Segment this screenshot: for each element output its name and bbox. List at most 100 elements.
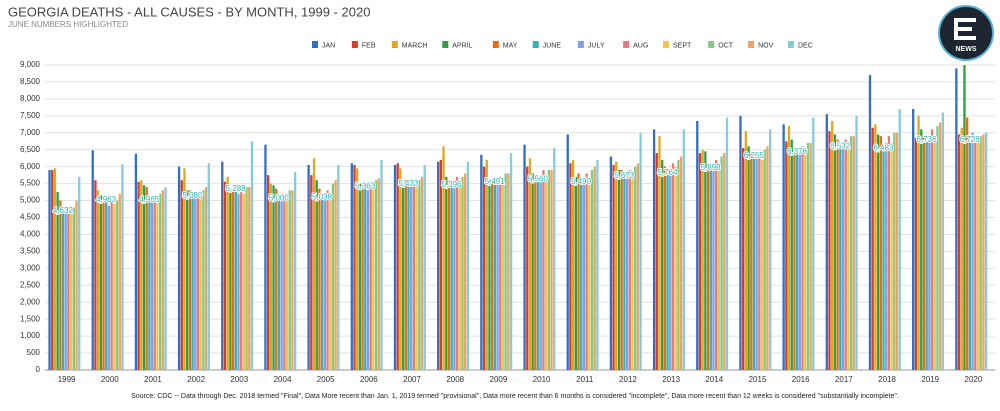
bar bbox=[966, 117, 969, 371]
bar bbox=[410, 187, 413, 370]
bar bbox=[91, 150, 94, 370]
bar bbox=[968, 141, 972, 370]
bar bbox=[758, 151, 761, 370]
x-tick-label: 2003 bbox=[230, 375, 248, 384]
bar bbox=[663, 166, 667, 370]
bar bbox=[48, 170, 51, 370]
bar bbox=[941, 112, 945, 370]
bar bbox=[423, 164, 426, 370]
legend-swatch bbox=[391, 41, 398, 48]
bar bbox=[485, 159, 488, 370]
y-tick-label: 5,500 bbox=[20, 179, 41, 188]
bar bbox=[242, 193, 246, 370]
bar bbox=[739, 115, 742, 370]
bar bbox=[580, 183, 583, 370]
bar bbox=[588, 176, 591, 370]
chart-title: GEORGIA DEATHS - ALL CAUSES - BY MONTH, … bbox=[8, 4, 370, 19]
bar bbox=[655, 153, 658, 370]
bar bbox=[682, 129, 685, 370]
bar bbox=[706, 163, 710, 370]
bar bbox=[188, 190, 192, 370]
x-tick-label: 2015 bbox=[749, 375, 767, 384]
bar bbox=[539, 176, 542, 370]
bar bbox=[939, 122, 942, 370]
legend-swatch bbox=[492, 41, 499, 48]
bar bbox=[615, 161, 618, 370]
bar bbox=[876, 134, 880, 370]
bar bbox=[617, 170, 621, 370]
x-tick-label: 2020 bbox=[965, 375, 983, 384]
bar bbox=[593, 166, 596, 370]
bar bbox=[356, 168, 359, 370]
bar bbox=[445, 176, 448, 370]
bar bbox=[107, 205, 111, 370]
bar bbox=[806, 142, 810, 370]
bar bbox=[404, 180, 407, 370]
y-tick-label: 2,500 bbox=[20, 280, 41, 289]
legend-label: MARCH bbox=[402, 42, 428, 49]
bar bbox=[137, 181, 140, 370]
bar bbox=[849, 136, 853, 370]
legend-label: APRIL bbox=[452, 42, 472, 49]
x-tick-label: 2018 bbox=[878, 375, 896, 384]
bar bbox=[671, 163, 675, 370]
bar bbox=[658, 136, 661, 370]
x-tick-label: 2002 bbox=[187, 375, 205, 384]
bar bbox=[412, 181, 416, 370]
legend-swatch bbox=[351, 41, 358, 48]
bar bbox=[839, 148, 842, 370]
bar bbox=[72, 207, 75, 370]
bar bbox=[420, 176, 424, 370]
x-tick-label: 2006 bbox=[360, 375, 378, 384]
bar bbox=[898, 109, 901, 371]
bar bbox=[53, 168, 57, 370]
bar bbox=[69, 210, 73, 370]
bar bbox=[94, 180, 97, 370]
bar bbox=[418, 180, 421, 370]
data-label: 6,736 bbox=[917, 135, 938, 144]
bar bbox=[755, 156, 758, 370]
bar bbox=[801, 146, 804, 370]
bar bbox=[976, 139, 980, 370]
bar bbox=[150, 200, 154, 370]
bar bbox=[798, 153, 801, 370]
bar bbox=[769, 129, 772, 370]
bar bbox=[534, 176, 537, 370]
bar bbox=[677, 159, 680, 370]
bar bbox=[787, 126, 791, 370]
bar bbox=[223, 181, 227, 370]
bar bbox=[194, 197, 197, 370]
bar bbox=[269, 183, 272, 370]
bar bbox=[963, 65, 966, 370]
bar bbox=[766, 146, 769, 370]
bar bbox=[491, 180, 494, 370]
bar bbox=[450, 187, 453, 370]
bar bbox=[844, 139, 847, 370]
data-label: 6,532 bbox=[830, 142, 851, 151]
bar bbox=[350, 163, 353, 370]
bar bbox=[922, 136, 926, 370]
y-tick-label: 1,000 bbox=[20, 331, 41, 340]
bar bbox=[75, 200, 78, 370]
y-tick-label: 6,000 bbox=[20, 162, 41, 171]
bar bbox=[742, 148, 745, 370]
bar bbox=[161, 190, 165, 370]
bar bbox=[105, 201, 108, 370]
data-label: 5,490 bbox=[571, 177, 592, 186]
bar bbox=[712, 166, 715, 370]
bar bbox=[358, 183, 362, 370]
logo: NEWS bbox=[938, 5, 994, 61]
bar bbox=[415, 185, 418, 370]
bar bbox=[785, 141, 788, 370]
bar bbox=[288, 190, 291, 370]
bar bbox=[871, 127, 874, 370]
bar bbox=[361, 183, 364, 370]
x-tick-label: 2013 bbox=[662, 375, 680, 384]
bar bbox=[277, 200, 281, 370]
bar bbox=[145, 187, 148, 370]
bar bbox=[488, 180, 491, 370]
bar bbox=[159, 193, 162, 370]
bar bbox=[115, 200, 119, 370]
x-tick-label: 2007 bbox=[403, 375, 421, 384]
bar bbox=[639, 132, 642, 370]
